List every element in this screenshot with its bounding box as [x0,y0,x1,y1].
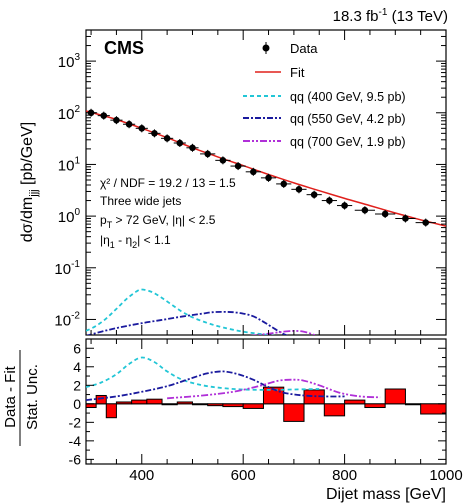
data-point [100,112,108,119]
x-tick-label: 1000 [429,467,462,484]
bottom-y-tick-label: 4 [73,359,81,375]
data-point [189,144,196,152]
pull-bar [242,403,264,409]
pull-label-numerator: Data - Fit [2,365,19,428]
data-point [310,191,318,198]
data-point [151,130,158,137]
x-tick-label: 800 [332,467,357,484]
top-y-tick-label: 103 [58,52,81,71]
data-point [265,174,272,182]
selection-annotation: Three wide jets [100,194,181,208]
data-point [163,135,171,142]
data-point [113,116,120,124]
pull-bar [364,403,386,409]
pull-bar [86,403,97,409]
bottom-signal-700-curve [167,378,381,400]
data-point [204,150,211,158]
pull-bar [146,398,163,405]
pull-bar [105,403,117,419]
top-y-tick-label: 100 [58,207,81,226]
pull-bar [115,401,133,405]
data-point [341,202,348,209]
top-signal-550-curve [86,311,289,335]
top-signal-400-curve [86,288,276,335]
bottom-y-tick-label: -4 [69,433,82,449]
legend-sig700-label: qq (700 GeV, 1.9 pb) [290,135,406,149]
pull-bar [222,403,244,408]
bottom-signal-550-curve [86,370,345,401]
data-point [176,139,184,147]
legend: Data Fit qq (400 GeV, 9.5 pb) qq (550 Ge… [243,41,406,149]
pull-bar [384,388,406,405]
top-y-tick-label: 102 [58,104,81,123]
data-point [125,120,133,128]
pull-bar [283,403,305,422]
pull-bar [176,401,193,405]
top-y-axis-label: dσ/dmjjj [pb/GeV] [19,122,40,242]
pt-cut-annotation: pT > 72 GeV, |η| < 2.5 [100,213,216,230]
luminosity-label: 18.3 fb-1 (13 TeV) [333,7,448,25]
pull-bar [207,403,224,407]
data-point [402,215,409,222]
x-axis-label: Dijet mass [GeV] [326,486,446,503]
data-point [422,219,430,226]
pull-bar [420,403,446,415]
bottom-y-tick-label: -6 [69,451,82,467]
bottom-y-tick-label: 2 [73,377,81,393]
data-point [250,168,257,176]
data-point [381,210,389,218]
pull-label-denominator: Stat. Unc. [24,364,41,430]
bottom-y-tick-label: 6 [73,340,81,356]
x-tick-label: 600 [231,467,256,484]
top-plot-area [86,108,446,335]
bottom-plot-frame [85,338,447,465]
pull-bar [131,399,148,405]
bottom-y-tick-label: -2 [69,414,82,430]
bottom-plot-area [86,356,446,422]
top-y-tick-label: 10-2 [54,310,80,329]
x-tick-label: 400 [129,467,154,484]
legend-sig400-label: qq (400 GeV, 9.5 pb) [290,90,406,104]
data-point [234,162,242,170]
data-point [326,197,333,204]
pull-bar [191,403,209,406]
pull-bar [161,403,178,406]
legend-data-label: Data [290,41,318,56]
top-y-tick-label: 10-1 [54,259,80,278]
pull-bar [344,399,366,405]
bottom-y-tick-label: 0 [73,396,81,412]
top-signal-700-curve [249,329,317,335]
data-point [295,186,303,193]
data-point [138,125,146,132]
legend-sig550-label: qq (550 GeV, 4.2 pb) [290,112,406,126]
cms-label: CMS [104,38,144,58]
data-point [280,180,288,188]
top-y-tick-label: 101 [58,155,81,174]
data-point [219,157,227,164]
bottom-signal-400-curve [86,356,320,391]
legend-data-marker [262,44,270,52]
chi2-annotation: χ² / NDF = 19.2 / 13 = 1.5 [100,176,236,190]
pull-bar [404,403,422,406]
bottom-y-axis-label: Data - Fit Stat. Unc. [2,350,41,446]
legend-fit-label: Fit [290,65,305,80]
data-point [361,206,369,214]
deta-cut-annotation: |η1 - η2| < 1.1 [100,233,171,250]
pull-bar [323,403,346,417]
pull-bar [95,394,107,405]
